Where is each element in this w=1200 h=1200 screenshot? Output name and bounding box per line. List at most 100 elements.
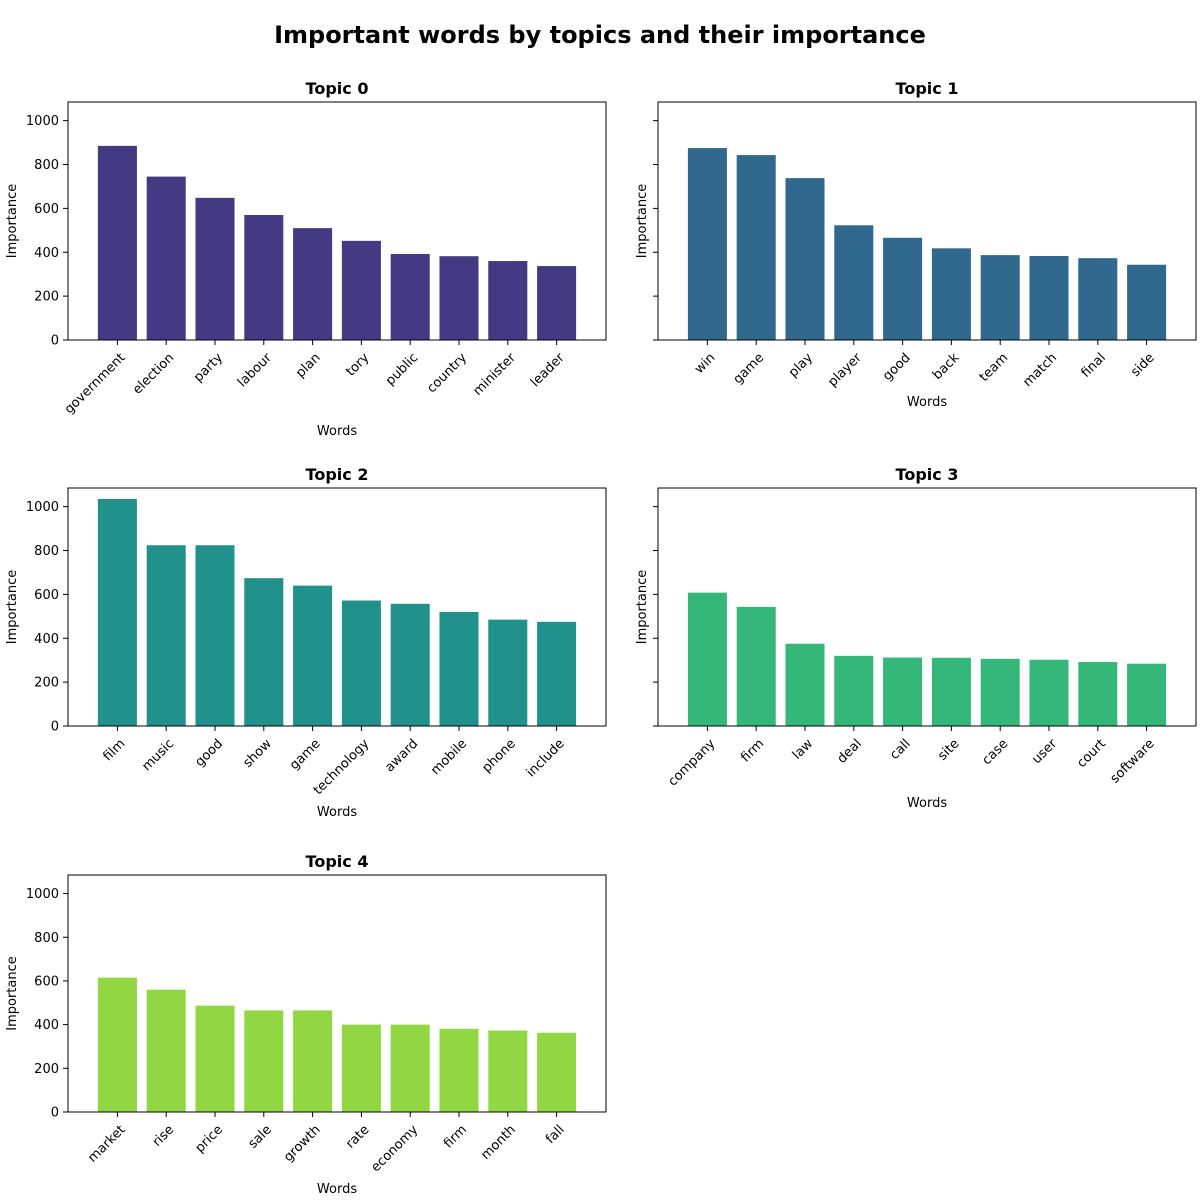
bar-call xyxy=(883,657,923,726)
y-axis-label: Importance xyxy=(635,570,650,645)
x-tick-label-include: include xyxy=(524,736,568,780)
x-axis-label: Words xyxy=(317,1182,357,1197)
x-tick-label-court: court xyxy=(1074,736,1109,771)
bar-court xyxy=(1078,661,1118,726)
bar-technology xyxy=(341,600,381,726)
bar-good xyxy=(883,237,923,340)
bar-final xyxy=(1078,258,1118,340)
bar-minister xyxy=(488,261,528,340)
axes-frame xyxy=(67,487,607,727)
bar-market xyxy=(97,977,137,1112)
y-axis-label: Importance xyxy=(5,956,20,1031)
x-tick-label-music: music xyxy=(139,736,177,774)
bar-player xyxy=(834,225,874,340)
bar-good xyxy=(195,545,235,726)
bar-company xyxy=(687,592,727,726)
y-tick-label: 400 xyxy=(34,632,59,647)
y-tick-label: 600 xyxy=(34,202,59,217)
bar-party xyxy=(195,197,235,340)
bar-public xyxy=(390,254,430,340)
x-tick-label-user: user xyxy=(1029,736,1060,767)
bar-deal xyxy=(834,655,874,726)
bar-phone xyxy=(488,619,528,726)
subplot-topic-4: 0 200 400 600 800 1000 market rise price sale grow… xyxy=(5,852,607,1197)
x-tick-label-labour: labour xyxy=(235,350,275,390)
bar-tory xyxy=(341,240,381,340)
x-tick-label-fall: fall xyxy=(543,1122,568,1147)
x-tick-label-game: game xyxy=(287,736,324,773)
x-axis-label: Words xyxy=(317,424,357,439)
bar-side xyxy=(1127,264,1167,340)
y-tick-label: 400 xyxy=(34,1018,59,1033)
x-tick-label-public: public xyxy=(383,350,421,388)
bar-firm xyxy=(736,606,776,726)
x-tick-label-firm: firm xyxy=(441,1122,470,1151)
y-tick-label: 600 xyxy=(34,974,59,989)
y-tick-label: 600 xyxy=(34,588,59,603)
bar-month xyxy=(488,1030,528,1112)
x-tick-label-good: good xyxy=(880,350,914,384)
bar-music xyxy=(146,545,186,726)
x-tick-label-tory: tory xyxy=(343,350,372,379)
x-tick-label-final: final xyxy=(1078,350,1108,380)
bar-show xyxy=(244,578,284,726)
y-axis-label: Importance xyxy=(5,184,20,259)
x-tick-label-leader: leader xyxy=(528,350,568,390)
x-tick-label-film: film xyxy=(101,736,129,764)
y-tick-label: 200 xyxy=(34,676,59,691)
subplot-title: Topic 3 xyxy=(896,465,959,484)
subplot-topic-1: win game play player good back team match final s… xyxy=(635,79,1197,410)
x-tick-label-company: company xyxy=(665,736,718,789)
y-axis-label: Importance xyxy=(635,184,650,259)
y-tick-label: 200 xyxy=(34,290,59,305)
subplot-title: Topic 4 xyxy=(306,852,369,871)
subplot-topic-0: 0 200 400 600 800 1000 government election party… xyxy=(5,79,607,439)
bar-law xyxy=(785,643,825,726)
x-tick-label-rate: rate xyxy=(343,1122,372,1151)
bar-case xyxy=(980,658,1020,726)
y-tick-label: 400 xyxy=(34,246,59,261)
x-tick-label-deal: deal xyxy=(835,736,865,766)
x-axis-label: Words xyxy=(907,796,947,811)
bar-economy xyxy=(390,1024,430,1112)
bar-software xyxy=(1127,663,1167,726)
bar-match xyxy=(1029,255,1069,340)
x-tick-label-phone: phone xyxy=(479,736,518,775)
x-tick-label-rise: rise xyxy=(150,1122,177,1149)
axes-frame xyxy=(67,101,607,341)
x-tick-label-call: call xyxy=(887,736,913,762)
y-axis-label: Importance xyxy=(5,570,20,645)
x-tick-label-plan: plan xyxy=(293,350,323,380)
axes-frame xyxy=(657,101,1197,341)
bar-mobile xyxy=(439,611,479,726)
bar-include xyxy=(537,621,577,726)
x-tick-label-month: month xyxy=(478,1122,518,1162)
subplot-title: Topic 2 xyxy=(306,465,369,484)
bar-labour xyxy=(244,214,284,340)
x-tick-label-site: site xyxy=(935,736,962,763)
y-tick-label: 0 xyxy=(51,334,59,349)
y-tick-label: 800 xyxy=(34,158,59,173)
bar-firm xyxy=(439,1028,479,1112)
bar-win xyxy=(687,148,727,340)
subplot-topic-3: company firm law deal call site case user courts… xyxy=(635,465,1197,811)
y-tick-label: 1000 xyxy=(26,887,59,902)
x-tick-label-price: price xyxy=(193,1122,226,1155)
x-tick-label-country: country xyxy=(424,350,470,396)
figure-title: Important words by topics and their impo… xyxy=(274,21,926,49)
y-tick-label: 0 xyxy=(51,720,59,735)
bar-growth xyxy=(293,1010,333,1112)
x-tick-label-back: back xyxy=(930,350,963,383)
x-axis-label: Words xyxy=(907,395,947,410)
x-tick-label-growth: growth xyxy=(281,1122,324,1165)
bar-film xyxy=(97,498,137,726)
x-tick-label-show: show xyxy=(240,736,275,771)
x-tick-label-match: match xyxy=(1020,350,1060,390)
y-tick-label: 800 xyxy=(34,931,59,946)
bar-rise xyxy=(146,989,186,1112)
x-tick-label-mobile: mobile xyxy=(428,736,470,778)
bar-rate xyxy=(341,1024,381,1112)
bar-back xyxy=(931,248,971,340)
y-tick-label: 200 xyxy=(34,1062,59,1077)
